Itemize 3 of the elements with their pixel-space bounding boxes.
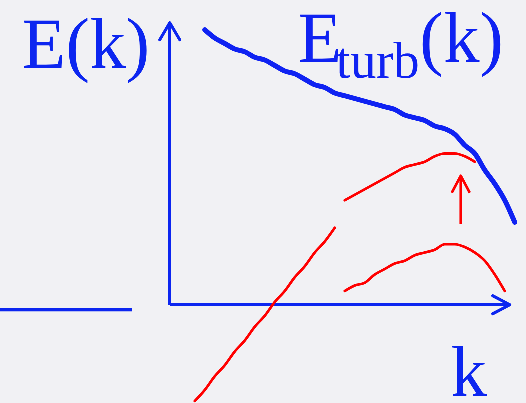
x-axis-title: k (451, 332, 487, 403)
legend-label: E$_{turb}$(k) (298, 0, 504, 90)
y-axis-title: E(k) (22, 4, 150, 84)
